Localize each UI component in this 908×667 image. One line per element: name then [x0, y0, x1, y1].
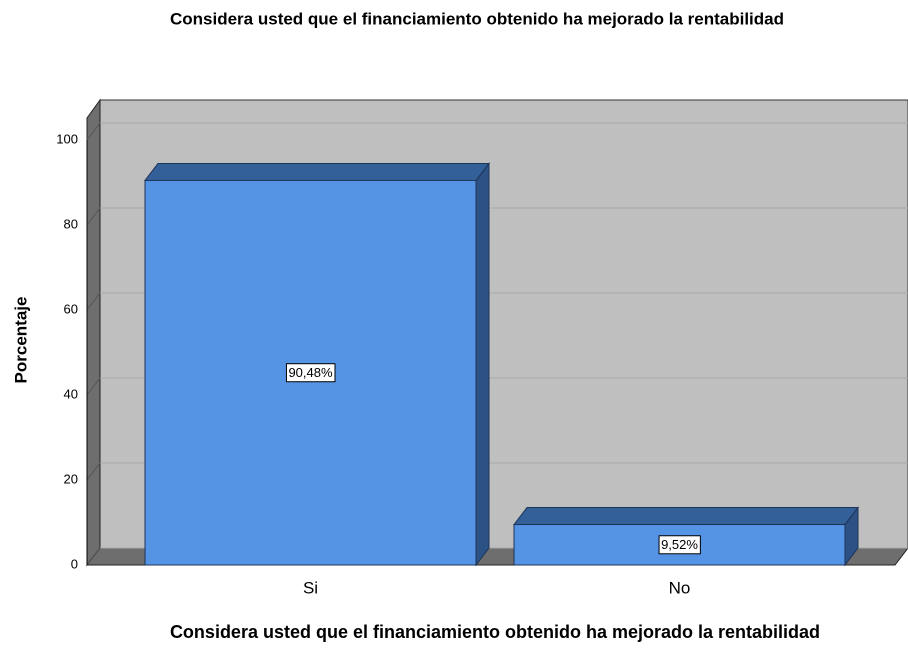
chart-title: Considera usted que el financiamiento ob… [170, 9, 784, 28]
grid-line-side [86, 462, 101, 481]
value-label-box [658, 535, 701, 555]
x-tick-label: No [669, 578, 691, 597]
y-tick-label: 80 [64, 216, 78, 231]
grid-line-side [86, 547, 101, 566]
x-tick-label: Si [303, 578, 318, 597]
grid-line-side [86, 122, 101, 141]
y-tick-label: 20 [64, 471, 78, 486]
y-axis-label: Porcentaje [11, 297, 30, 384]
y-tick-label: 60 [64, 301, 78, 316]
value-label: 90,48% [288, 365, 333, 380]
y-tick-label: 40 [64, 386, 78, 401]
y-tick-label: 0 [71, 556, 78, 571]
bar-side [475, 161, 490, 567]
bar-top [512, 507, 860, 526]
value-label-box [285, 363, 336, 383]
grid-line-side [86, 207, 101, 226]
bar-top [143, 162, 491, 181]
grid-line-side [86, 377, 101, 396]
x-axis-label: Considera usted que el financiamiento ob… [169, 622, 821, 642]
left-wall [86, 98, 101, 567]
grid-line-side [86, 292, 101, 311]
value-label: 9,52% [661, 537, 698, 552]
y-tick-label: 100 [56, 131, 78, 146]
